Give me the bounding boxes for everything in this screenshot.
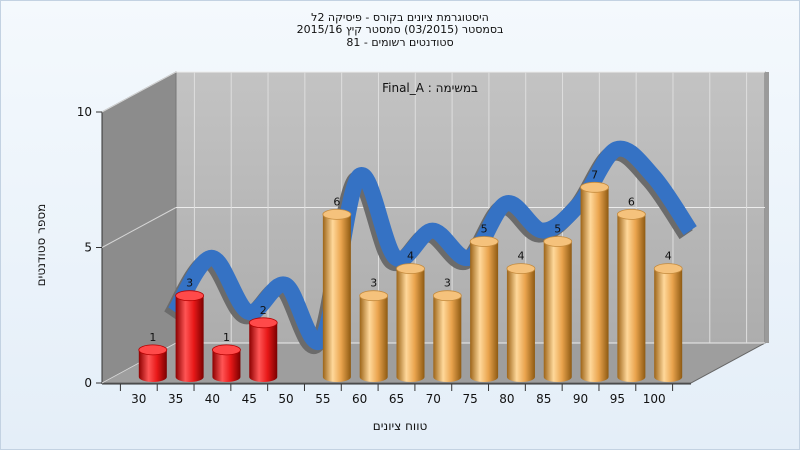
y-tick-label: 10 (77, 105, 92, 119)
x-tick-label: 100 (643, 392, 666, 406)
bar-body (138, 349, 167, 382)
bar-100: 4 (653, 250, 683, 382)
bar-55: 6 (322, 195, 352, 382)
bar-value-label: 7 (591, 168, 598, 181)
y-tick-label: 5 (84, 241, 92, 255)
bar-top (469, 236, 499, 247)
bar-value-label: 3 (444, 277, 451, 290)
bar-value-label: 1 (223, 331, 230, 344)
chart-right-edge (765, 72, 769, 343)
x-tick-label: 45 (242, 392, 257, 406)
y-axis-label: מספר סטודנטים (34, 204, 48, 287)
bar-top (432, 290, 462, 302)
bar-30: 1 (138, 331, 168, 382)
bar-top (212, 344, 241, 356)
bar-top (138, 344, 168, 356)
y-tick-label: 0 (84, 376, 92, 390)
bar-body (175, 295, 204, 382)
bar-value-label: 2 (260, 304, 267, 317)
bar-body (654, 268, 683, 382)
gridline-wall (101, 207, 177, 248)
bar-40: 1 (212, 331, 241, 382)
bar-value-label: 5 (481, 223, 488, 236)
bar-top (653, 263, 683, 275)
bar-body (617, 214, 646, 382)
chart-title-line-1: היסטוגרמת ציונים בקורס - פיסיקה 2ל (311, 11, 489, 24)
x-tick-label: 40 (205, 392, 220, 406)
bar-body (249, 322, 278, 382)
bar-45: 2 (248, 304, 278, 382)
bar-value-label: 4 (665, 250, 672, 263)
x-tick-label: 95 (610, 392, 625, 406)
gridline-wall (101, 71, 177, 113)
bar-top (248, 317, 278, 329)
bar-top (616, 208, 646, 220)
bar-75: 5 (469, 223, 499, 382)
bar-top (543, 236, 573, 247)
chart-title-line-3: סטודנטים רשומים - 81 (346, 36, 454, 49)
x-axis-label: טווח ציונים (373, 419, 428, 433)
bar-value-label: 6 (333, 195, 340, 208)
x-tick-label: 65 (389, 392, 404, 406)
bar-top (580, 181, 609, 193)
bar-65: 4 (396, 250, 425, 382)
bar-body (396, 268, 425, 382)
bar-body (433, 295, 462, 382)
bar-top (396, 263, 425, 275)
trend-ribbon (163, 140, 697, 354)
bar-top (506, 263, 536, 275)
x-tick-label: 50 (278, 392, 293, 406)
bar-body (359, 295, 388, 382)
x-tick-label: 35 (168, 392, 183, 406)
x-tick-label: 85 (536, 392, 551, 406)
bar-top (322, 208, 352, 220)
bar-value-label: 5 (554, 223, 561, 236)
bar-body (322, 214, 351, 382)
x-tick-label: 60 (352, 392, 367, 406)
bar-35: 3 (175, 277, 205, 382)
bar-body (212, 349, 241, 382)
bar-top (359, 290, 389, 302)
bar-body (580, 187, 609, 382)
bar-value-label: 3 (186, 277, 193, 290)
x-tick-label: 75 (462, 392, 477, 406)
bar-value-label: 4 (517, 250, 524, 263)
bar-value-label: 6 (628, 195, 635, 208)
bar-value-label: 1 (149, 331, 156, 344)
bar-body (543, 241, 572, 382)
bar-body (506, 268, 535, 382)
x-tick-label: 90 (573, 392, 588, 406)
x-tick-label: 55 (315, 392, 330, 406)
bar-60: 3 (359, 277, 389, 382)
chart-subtitle: במשימה : Final_A (382, 81, 478, 95)
bar-90: 7 (580, 168, 609, 382)
x-tick-label: 80 (499, 392, 514, 406)
bar-body (470, 241, 499, 382)
x-tick-label: 30 (131, 392, 146, 406)
bar-80: 4 (506, 250, 536, 382)
bar-70: 3 (432, 277, 462, 382)
bar-value-label: 3 (370, 277, 377, 290)
x-tick-label: 70 (426, 392, 441, 406)
trend-ribbon-line (167, 140, 697, 350)
bar-95: 6 (616, 195, 646, 382)
bars: 1 3 1 2 6 3 4 3 5 4 5 7 6 4 (138, 168, 683, 382)
bar-top (175, 290, 205, 302)
bar-value-label: 4 (407, 250, 414, 263)
bar-85: 5 (543, 223, 573, 382)
chart-title-line-2: בסמסטר (03/2015) סמסטר קיץ 2015/16 (296, 23, 504, 36)
